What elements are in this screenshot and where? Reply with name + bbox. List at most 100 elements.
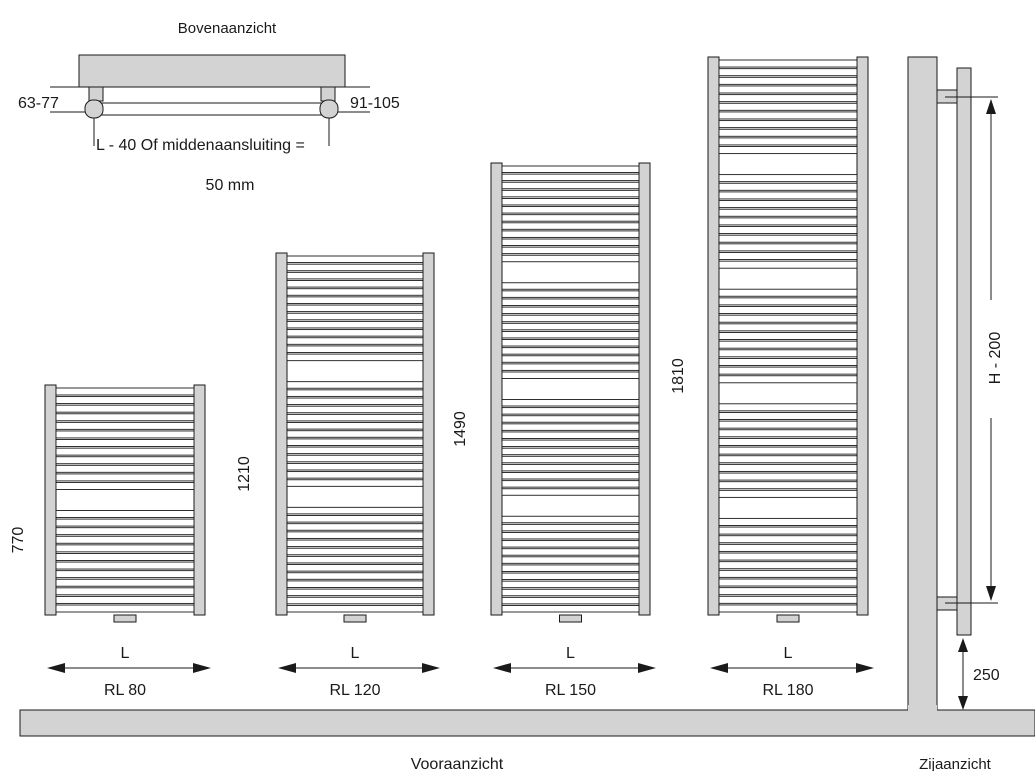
radiator-tube: [286, 604, 424, 613]
radiator-tube: [55, 570, 195, 579]
radiator-tube: [718, 472, 858, 481]
radiator-tube: [55, 553, 195, 561]
radiator-tube: [501, 246, 640, 255]
radiator-tube: [718, 420, 858, 429]
radiator-tube: [286, 462, 424, 471]
radiator-tube: [286, 539, 424, 548]
radiator-tube: [55, 604, 195, 613]
radiator-tube: [286, 430, 424, 438]
radiator-tube: [55, 421, 195, 430]
radiator-tube: [718, 535, 858, 544]
width-dim-arrow-right: [856, 663, 874, 673]
radiator-tube: [501, 488, 640, 496]
radiator-tube: [501, 596, 640, 605]
radiator-tube: [718, 174, 858, 183]
radiator-tube: [286, 515, 424, 523]
top-view-note-line2: 50 mm: [206, 177, 255, 194]
radiator-tube: [501, 363, 640, 371]
radiator-tube: [501, 322, 640, 331]
radiator-tube: [55, 387, 195, 396]
top-view-title: Bovenaanzicht: [178, 20, 277, 37]
radiator-tube: [501, 214, 640, 222]
radiator-tube: [501, 173, 640, 182]
radiator-tube: [718, 578, 858, 587]
radiator-tube: [55, 510, 195, 518]
radiator-tube: [286, 580, 424, 588]
top-view-note-line1: L - 40 Of middenaansluiting =: [96, 137, 305, 154]
top-view-connector-right: [319, 99, 339, 119]
radiator-tube: [501, 463, 640, 472]
radiator-tube: [55, 396, 195, 405]
radiator-tube: [718, 111, 858, 120]
height-dim-arrow-down: [986, 586, 996, 601]
radiator-tube: [286, 531, 424, 539]
radiator-tube: [501, 556, 640, 564]
radiator-tube: [718, 288, 858, 297]
radiator-tube: [501, 431, 640, 439]
width-dim-arrow-right: [193, 663, 211, 673]
radiator-tube: [286, 312, 424, 321]
radiator-tube: [501, 580, 640, 589]
radiator-tube: [718, 146, 858, 155]
radiator-tube: [501, 206, 640, 214]
radiator-2: 1210 L RL 120: [236, 252, 440, 699]
radiator-tube: [501, 254, 640, 263]
radiator-tube: [286, 479, 424, 487]
top-view-connector-left: [84, 99, 104, 119]
radiator-tube: [501, 165, 640, 173]
radiator-tube: [55, 464, 195, 473]
radiator-rail-right: [193, 384, 206, 616]
radiator-tube: [501, 480, 640, 488]
radiator-tube: [286, 547, 424, 556]
radiator-tube: [501, 399, 640, 407]
radiator-model-label: RL 180: [763, 682, 814, 699]
radiator-tube: [718, 314, 858, 323]
radiator-tube: [718, 517, 858, 526]
radiator-tube: [501, 371, 640, 379]
radiator-width-label: L: [121, 645, 130, 662]
radiator-tube: [718, 366, 858, 375]
radiator-tube: [718, 76, 858, 85]
radiator-width-label: L: [784, 645, 793, 662]
radiator-tube: [718, 102, 858, 111]
radiator-tube: [718, 234, 858, 243]
radiator-tube: [501, 339, 640, 347]
radiator-tube: [286, 337, 424, 345]
radiator-tube: [718, 403, 858, 412]
floor: [19, 709, 1035, 737]
top-view-wall: [78, 54, 346, 88]
radiator-tube: [286, 255, 424, 264]
radiator-tube: [501, 238, 640, 246]
radiator-tube: [501, 230, 640, 238]
top-view-left-dim: 63-77: [18, 95, 59, 112]
radiator-tube: [718, 437, 858, 446]
front-view: Vooraanzicht 770 L RL 80 1210 L RL 120 1490 L RL…: [10, 56, 1035, 771]
radiator-tube: [718, 552, 858, 561]
radiator-tube: [286, 271, 424, 280]
radiator-rail-right: [638, 162, 651, 616]
radiator-tube: [718, 340, 858, 349]
radiator-tube: [286, 523, 424, 531]
radiator-tube: [501, 290, 640, 298]
top-view-radiator-body: [95, 102, 335, 116]
radiator-tube: [286, 572, 424, 580]
radiator-tube: [286, 329, 424, 337]
radiator-rail-left: [490, 162, 503, 616]
radiator-tube: [718, 489, 858, 498]
radiator-tube: [718, 306, 858, 315]
radiator-tube: [501, 532, 640, 540]
radiator-tube: [718, 412, 858, 420]
radiator-tube: [718, 94, 858, 103]
radiator-width-label: L: [351, 645, 360, 662]
radiator-tube: [718, 323, 858, 332]
radiator-tube: [718, 604, 858, 613]
top-view-bracket-right: [320, 86, 336, 102]
radiator-tube: [718, 463, 858, 472]
side-view: H - 200 250 Zijaanzicht: [907, 56, 1004, 771]
side-view-floor-dim: 250: [973, 667, 1000, 684]
radiator-tube: [501, 455, 640, 464]
radiator-tube: [718, 120, 858, 129]
wall-floor-join: [908, 705, 937, 715]
radiator-tube: [501, 314, 640, 323]
radiator-tube: [718, 543, 858, 552]
